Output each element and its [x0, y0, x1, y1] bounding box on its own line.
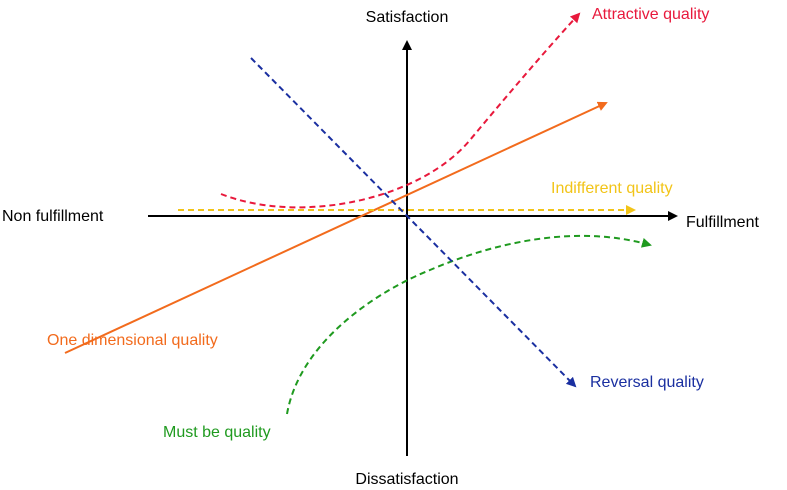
must-be-quality-label: Must be quality — [163, 424, 271, 441]
dissatisfaction-label: Dissatisfaction — [355, 471, 458, 488]
non-fulfillment-label: Non fulfillment — [2, 208, 104, 225]
one-dimensional-quality-label: One dimensional quality — [47, 332, 218, 349]
reversal-quality-line — [250, 57, 577, 388]
one-dimensional-quality-line — [64, 101, 608, 354]
attractive-quality-label: Attractive quality — [592, 6, 709, 23]
fulfillment-label: Fulfillment — [686, 214, 759, 231]
satisfaction-label: Satisfaction — [366, 9, 449, 26]
reversal-quality-label: Reversal quality — [590, 374, 704, 391]
must-be-quality-curve — [286, 234, 652, 415]
attractive-quality-curve — [220, 12, 581, 209]
indifferent-quality-label: Indifferent quality — [551, 180, 673, 197]
